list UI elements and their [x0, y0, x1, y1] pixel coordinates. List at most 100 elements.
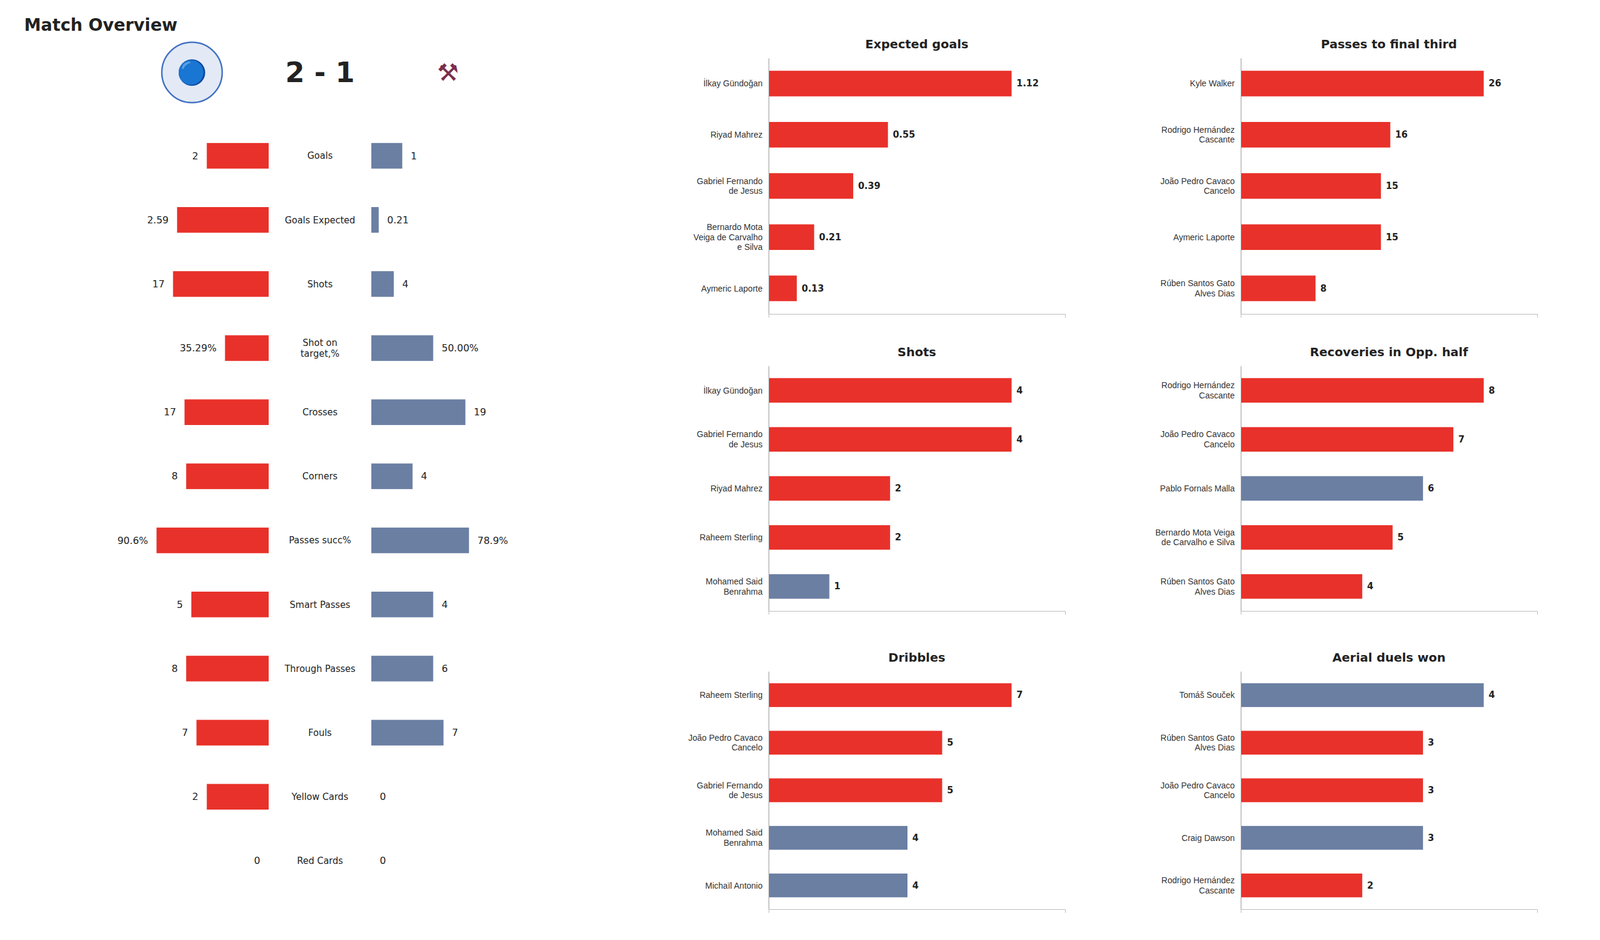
- bar-chart: İlkay GündoğanGabriel Fernandode JesusRi…: [696, 344, 1066, 615]
- data-label: 0.39: [857, 180, 881, 192]
- tick-label: Michaïl Antonio: [705, 880, 763, 891]
- tick: Rúben Santos GatoAlves Dias: [1160, 576, 1241, 597]
- category-axis: Tomáš Souček Rúben Santos GatoAlves Dias J…: [1160, 672, 1241, 910]
- text-line: Rúben Santos Gato: [1160, 732, 1235, 743]
- chart-title: Match Overview: [24, 15, 178, 36]
- bar: [371, 271, 394, 297]
- tick-label: Tomáš Souček: [1179, 690, 1236, 700]
- text-line: Fouls: [308, 727, 333, 739]
- bar: [768, 121, 889, 148]
- value-label: 7: [452, 726, 459, 739]
- tick-label: Rodrigo HernándezCascante: [1161, 875, 1236, 896]
- bar-chart: Raheem SterlingJoão Pedro CavacoCanceloG…: [688, 650, 1066, 913]
- bar: [371, 399, 466, 426]
- data-label: 2: [894, 483, 901, 494]
- tick-label: Bernardo Mota Veigade Carvalho e Silva: [1155, 527, 1235, 548]
- tick-label: Rodrigo HernándezCascante: [1161, 380, 1236, 401]
- value-axis-line: [1241, 611, 1538, 616]
- value-label: 0: [254, 854, 261, 867]
- tick: João Pedro CavacoCancelo: [688, 732, 769, 753]
- text-line: Passes succ%: [288, 534, 351, 546]
- text-line: Corners: [302, 470, 338, 482]
- tick-label: Raheem Sterling: [699, 690, 763, 700]
- bar: [1240, 173, 1381, 199]
- bar: [1240, 70, 1484, 96]
- tick-label: Kyle Walker: [1190, 78, 1236, 89]
- text-line: Cascante: [1199, 135, 1235, 145]
- tick-label: Bernardo MotaVeiga de Carvalhoe Silva: [693, 222, 764, 253]
- bar: [191, 591, 269, 618]
- tick: João Pedro CavacoCancelo: [1160, 176, 1241, 197]
- text-line: Kyle Walker: [1190, 78, 1236, 89]
- bar: [225, 335, 269, 361]
- value-label: 8: [171, 470, 178, 482]
- category-axis-line: [768, 672, 770, 910]
- data-label: 4: [1488, 689, 1495, 701]
- text-line: Gabriel Fernando: [696, 176, 763, 186]
- text-line: Benrahma: [723, 838, 763, 848]
- logo-text: ⚒: [437, 58, 459, 87]
- text-line: Rodrigo Hernández: [1161, 380, 1235, 391]
- text-line: Alves Dias: [1194, 743, 1235, 753]
- tick-label: Riyad Mahrez: [710, 483, 763, 494]
- text-line: Cancelo: [1203, 439, 1236, 450]
- category-axis: Raheem SterlingJoão Pedro CavacoCanceloG…: [688, 672, 769, 910]
- bar: [207, 784, 270, 810]
- data-label: 5: [946, 737, 953, 749]
- text-line: de Jesus: [728, 790, 763, 800]
- chart-title: Expected goals: [865, 36, 969, 52]
- data-label: 15: [1385, 231, 1399, 243]
- tick-label: Mohamed SaidBenrahma: [705, 576, 763, 597]
- value-label: 5: [176, 598, 183, 611]
- bar: [371, 655, 434, 682]
- data-labels: 75544: [912, 689, 1023, 891]
- category-label: Passes succ%: [288, 534, 351, 546]
- text-line: Shot on: [302, 337, 338, 349]
- data-label: 5: [1397, 531, 1404, 543]
- tick-label: Rúben Santos GatoAlves Dias: [1160, 732, 1235, 753]
- value-axis: [1241, 314, 1538, 319]
- tick: Mohamed SaidBenrahma: [705, 576, 769, 597]
- data-label: 0.21: [818, 231, 842, 243]
- data-labels: 87654: [1366, 385, 1495, 593]
- value-axis: [769, 909, 1066, 914]
- category-label: Yellow Cards: [291, 791, 349, 803]
- bar: [371, 207, 379, 233]
- value-axis-line: [769, 314, 1066, 319]
- chart-root: Match Overview🔵⚒2 - 1Goals21Goals Expect…: [0, 0, 1600, 940]
- text-line: Cancelo: [1203, 185, 1236, 196]
- text-line: João Pedro Cavaco: [688, 732, 763, 743]
- tick: João Pedro CavacoCancelo: [1160, 780, 1241, 801]
- data-label: 6: [1427, 483, 1434, 494]
- category-axis-line: [1240, 366, 1242, 612]
- data-label: 15: [1385, 180, 1399, 192]
- text-line: de Jesus: [728, 439, 763, 450]
- data-label: 26: [1488, 77, 1501, 89]
- bar: [207, 143, 270, 169]
- bars: [1240, 70, 1484, 302]
- tick-label: João Pedro CavacoCancelo: [688, 732, 763, 753]
- bar: [768, 70, 1012, 96]
- chart-title: Aerial duels won: [1332, 650, 1446, 665]
- bar: [768, 173, 854, 199]
- bar: [173, 271, 269, 297]
- data-label: 8: [1320, 283, 1327, 295]
- category-label: Goals: [307, 150, 333, 162]
- value-label: 4: [441, 598, 448, 611]
- tick-label: João Pedro CavacoCancelo: [1160, 176, 1235, 197]
- value-axis: [769, 611, 1066, 616]
- bar: [371, 784, 372, 810]
- bar: [371, 143, 403, 169]
- data-label: 3: [1427, 832, 1434, 844]
- data-label: 4: [912, 880, 919, 892]
- category-label: Shot ontarget,%: [300, 337, 340, 360]
- value-label: 4: [402, 278, 409, 290]
- tick-label: Raheem Sterling: [699, 532, 763, 543]
- tick-label: Gabriel Fernandode Jesus: [696, 429, 763, 450]
- value-label: 0: [379, 790, 386, 803]
- background: [0, 0, 1600, 940]
- tick-label: İlkay Gündoğan: [703, 77, 763, 89]
- data-label: 1: [834, 580, 841, 592]
- bar: [184, 399, 269, 426]
- value-axis-line: [1241, 909, 1538, 914]
